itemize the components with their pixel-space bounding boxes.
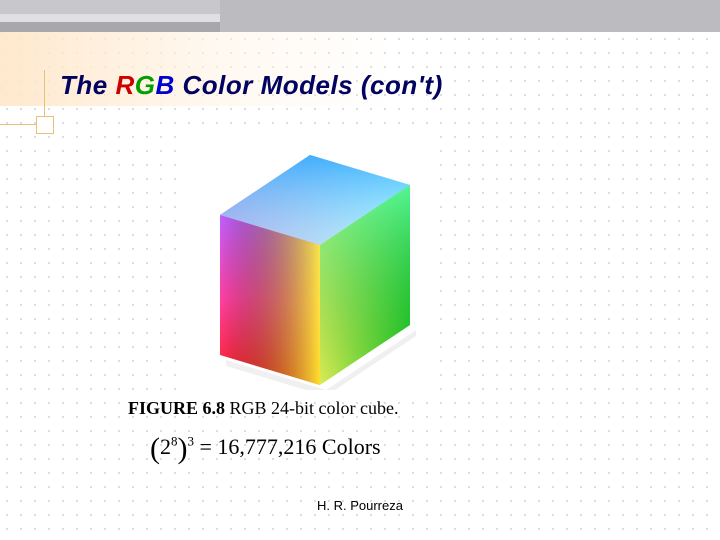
title-rule-vertical (44, 70, 45, 116)
paren-close: ) (178, 432, 188, 465)
figure-label-rest: RGB 24-bit color cube. (225, 398, 398, 418)
header-cap (220, 0, 720, 32)
eq-rhs: = 16,777,216 Colors (194, 434, 381, 459)
title-prefix: The (60, 70, 115, 100)
figure-label-bold: FIGURE 6.8 (128, 398, 225, 418)
title-b: B (155, 70, 174, 100)
paren-open: ( (150, 432, 160, 465)
title-rule-horizontal (0, 124, 36, 125)
title-suffix: Color Models (con't) (175, 70, 443, 100)
rgb-cube-figure (180, 130, 440, 390)
cube-front-face-2 (220, 215, 320, 385)
footer-author: H. R. Pourreza (0, 498, 720, 513)
eq-base: 2 (160, 434, 171, 459)
title-g: G (135, 70, 156, 100)
title-r: R (115, 70, 134, 100)
color-count-equation: (28)3 = 16,777,216 Colors (150, 432, 381, 466)
slide-title: The RGB Color Models (con't) (60, 70, 443, 101)
title-bullet-box (36, 116, 54, 134)
rgb-cube-svg (180, 130, 440, 390)
figure-caption: FIGURE 6.8 RGB 24-bit color cube. (128, 398, 399, 419)
